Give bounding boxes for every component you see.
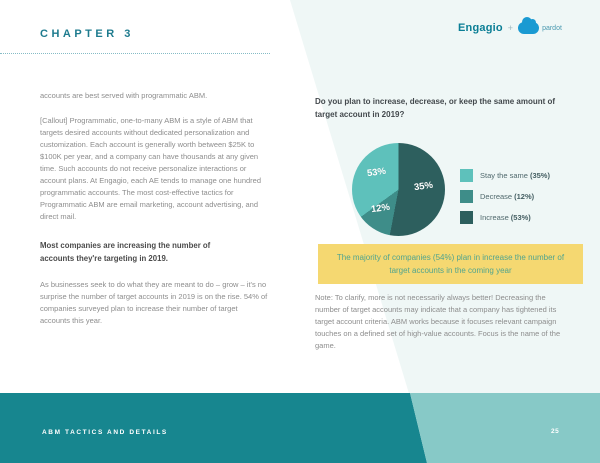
engagio-logo: Engagio (458, 22, 503, 34)
footer-band-light (410, 393, 600, 463)
body-paragraph-1: accounts are best served with programmat… (40, 91, 208, 100)
pie-slice-label: 12% (370, 201, 391, 216)
pie-slice-label: 53% (366, 165, 387, 180)
body-paragraph-2: [Callout] Programmatic, one-to-many ABM … (40, 116, 261, 221)
chart-question-heading: Do you plan to increase, decrease, or ke… (315, 97, 556, 119)
legend-swatch (460, 211, 473, 224)
dotted-divider (0, 53, 270, 54)
pie-chart: 53% 35% 12% (352, 143, 445, 236)
body-paragraph-3: As businesses seek to do what they are m… (40, 280, 268, 325)
highlight-callout: The majority of companies (54%) plan in … (318, 244, 583, 284)
legend-label: Stay the same (480, 171, 528, 180)
pardot-logo: pardot (542, 24, 562, 32)
page-number: 25 (551, 428, 560, 435)
legend-value: (35%) (529, 171, 550, 180)
brand-logos: Engagio + pardot (458, 17, 562, 34)
chapter-title: CHAPTER 3 (40, 28, 134, 40)
footer-band-dark (0, 393, 427, 463)
legend-item: Decrease (12%) (460, 190, 550, 203)
right-column: Do you plan to increase, decrease, or ke… (315, 95, 585, 350)
legend-label: Increase (480, 213, 509, 222)
section-subheading: Most companies are increasing the number… (40, 241, 211, 263)
salesforce-cloud-icon (518, 17, 540, 34)
left-column: accounts are best served with programmat… (40, 90, 268, 340)
pie-slice-label: 35% (413, 179, 434, 194)
legend-value: (12%) (514, 192, 535, 201)
legend-swatch (460, 169, 473, 182)
footer-section-label: ABM TACTICS AND DETAILS (42, 429, 168, 436)
legend-label: Decrease (480, 192, 513, 201)
logo-plus-sign: + (507, 23, 514, 33)
legend-item: Stay the same (35%) (460, 169, 550, 182)
legend-swatch (460, 190, 473, 203)
legend-value: (53%) (510, 213, 531, 222)
legend-item: Increase (53%) (460, 211, 550, 224)
chart-legend: Stay the same (35%) Decrease (12%) Increas… (460, 169, 550, 232)
note-paragraph: Note: To clarify, more is not necessaril… (315, 293, 561, 350)
